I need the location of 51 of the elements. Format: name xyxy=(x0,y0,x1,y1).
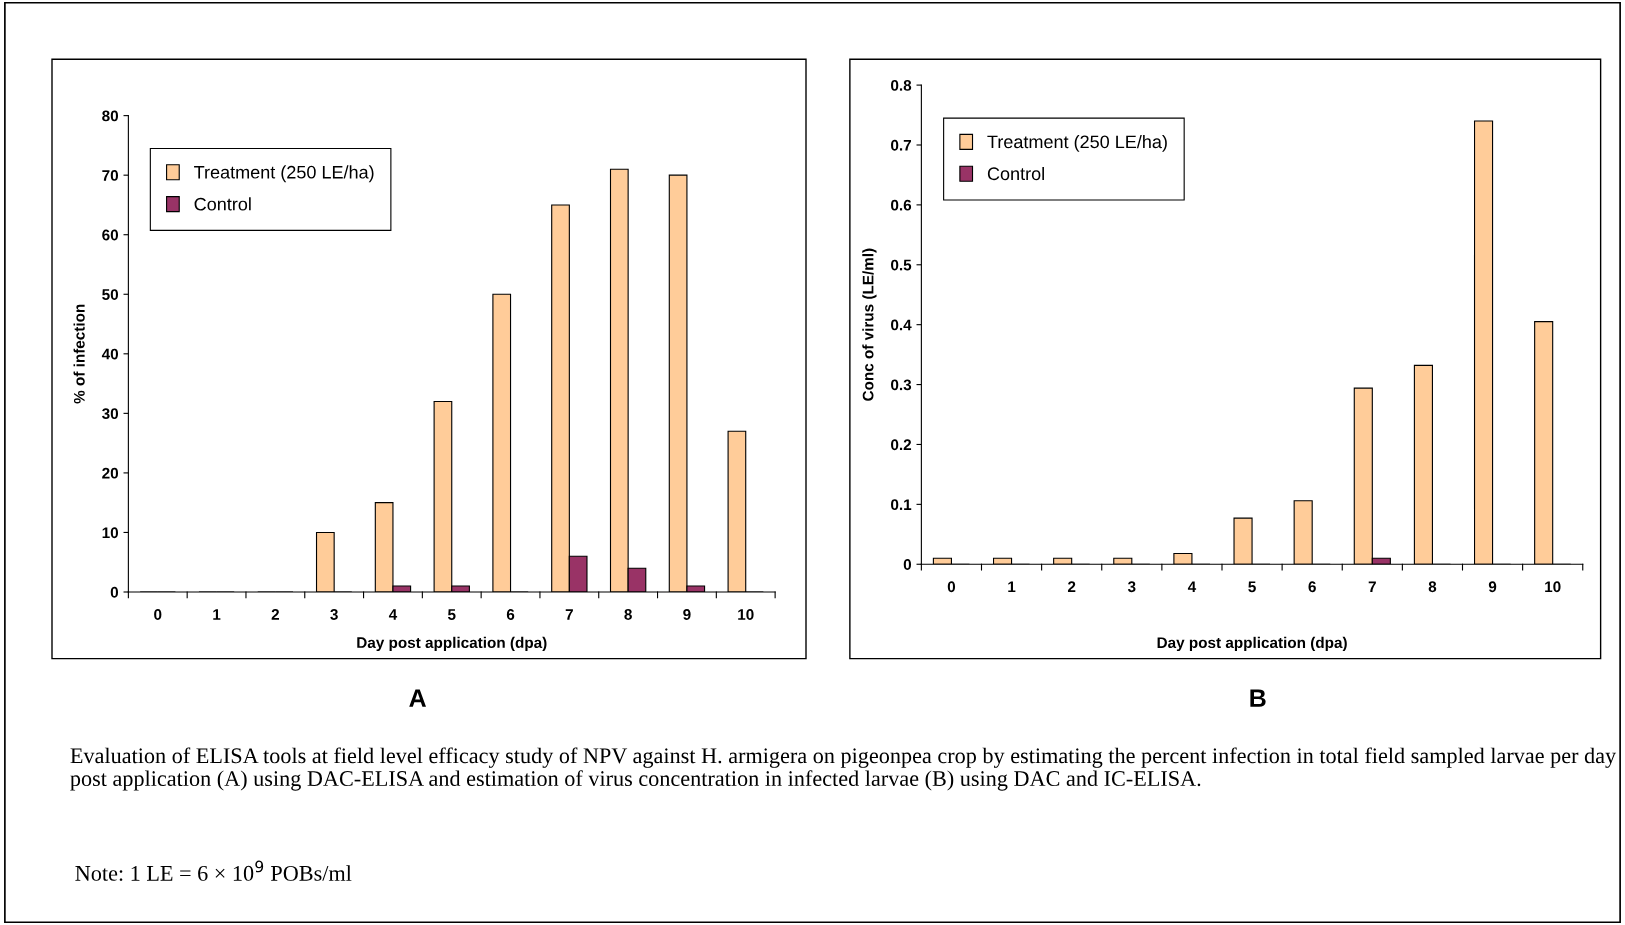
x-tick-label: 7 xyxy=(1368,581,1376,592)
y-tick-label: 70 xyxy=(102,170,119,181)
x-tick-label: 3 xyxy=(1127,581,1136,593)
text: A xyxy=(409,689,426,707)
y-tick-label: 0.4 xyxy=(891,319,912,331)
y-tick-label: 0.3 xyxy=(891,379,912,391)
x-tick-label: 2 xyxy=(1067,581,1076,592)
x-axis-title: Day post application (dpa) xyxy=(357,636,547,652)
y-tick-label: 30 xyxy=(102,408,119,420)
x-tick-label: 10 xyxy=(738,609,754,620)
x-tick-label: 4 xyxy=(1187,581,1197,592)
y-tick-label: 0.8 xyxy=(891,79,912,91)
legend-label: Treatment (250 LE/ha) xyxy=(987,134,1167,152)
legend-label: Control xyxy=(194,197,251,211)
x-tick-label: 9 xyxy=(683,609,691,620)
y-tick-label: 0.7 xyxy=(891,139,911,151)
x-tick-label: 5 xyxy=(1248,581,1256,593)
x-axis-title: Day post application (dpa) xyxy=(1157,636,1347,652)
y-tick-label: 0.2 xyxy=(891,439,912,451)
y-tick-label: 0.5 xyxy=(891,259,912,271)
x-tick-label: 2 xyxy=(271,609,279,620)
y-axis-title: Conc of virus (LE/ml) xyxy=(862,248,877,401)
x-tick-label: 7 xyxy=(565,609,573,620)
x-tick-label: 8 xyxy=(624,609,632,620)
x-tick-label: 4 xyxy=(388,609,398,620)
x-tick-label: 0 xyxy=(947,581,956,593)
y-tick-label: 0.1 xyxy=(891,499,912,511)
y-tick-label: 10 xyxy=(102,527,119,539)
x-tick-label: 6 xyxy=(506,609,515,620)
text: Note: 1 LE = 6 × 10$^{9}$ POBs/ml xyxy=(75,860,352,881)
y-tick-label: 60 xyxy=(102,229,119,241)
y-tick-label: 50 xyxy=(102,289,119,300)
y-tick-label: 40 xyxy=(101,348,119,360)
legend-label: Treatment (250 LE/ha) xyxy=(194,165,374,183)
x-tick-label: 10 xyxy=(1545,581,1561,593)
x-tick-label: 3 xyxy=(330,609,338,620)
y-axis-title: % of infection xyxy=(73,304,85,404)
x-tick-label: 1 xyxy=(1008,581,1016,592)
text: B xyxy=(1250,689,1266,707)
x-tick-label: 9 xyxy=(1488,581,1497,593)
x-tick-label: 0 xyxy=(154,609,162,620)
y-tick-label: 0 xyxy=(903,559,912,570)
legend-label: Control xyxy=(987,166,1044,181)
x-tick-label: 6 xyxy=(1308,581,1316,593)
text: Evaluation of ELISA tools at field level efficacy study of NPV against H. armigera on pigeonpea crop by estimating the percent infection in total field sampled larvae per day post application (A) using DAC-ELISA and estimation of virus concentration in infected larvae (B) using DAC and IC-ELISA. xyxy=(70,747,1617,791)
y-tick-label: 0.6 xyxy=(891,199,912,211)
x-tick-label: 8 xyxy=(1428,581,1437,593)
y-tick-label: 80 xyxy=(102,110,119,122)
x-tick-label: 5 xyxy=(447,609,456,620)
y-tick-label: 20 xyxy=(102,467,119,479)
x-tick-label: 1 xyxy=(213,609,221,620)
